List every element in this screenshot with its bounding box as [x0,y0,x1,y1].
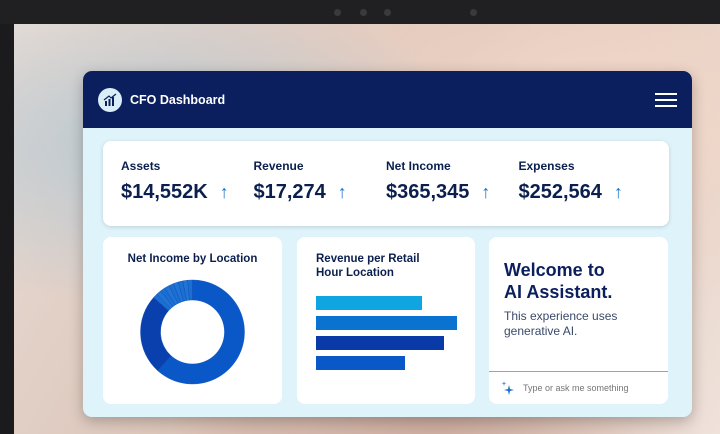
arrow-up-icon: ↑ [481,182,491,202]
kpi-expenses: Expenses $252,564 ↑ [519,159,652,226]
app-title: CFO Dashboard [130,92,226,107]
kpi-net-income: Net Income $365,345 ↑ [386,159,519,226]
assistant-title: Welcome to AI Assistant. [504,259,668,303]
donut-slice[interactable] [187,279,193,301]
kpi-label: Net Income [386,159,451,173]
kpi-value: $14,552K [121,181,208,203]
chat-bar [489,371,668,404]
kpi-value: $17,274 [253,181,326,203]
laptop-bezel [0,0,720,24]
title-line: Hour Location [316,267,394,279]
panel-title: Revenue per Retail Hour Location [316,252,475,280]
camera-lens [384,9,391,16]
donut-slice[interactable] [157,279,245,385]
title-line: Revenue per Retail [316,253,420,265]
chart-growth-icon [98,87,122,112]
arrow-up-icon: ↑ [219,182,229,202]
ai-assistant-panel: Welcome to AI Assistant. This experience … [489,237,668,404]
donut-chart [140,279,245,385]
camera-sensor [360,9,367,16]
title-line: Welcome to [504,260,605,280]
arrow-up-icon: ↑ [613,182,623,202]
title-line: AI Assistant. [504,282,613,302]
kpi-label: Expenses [518,159,575,173]
header: CFO Dashboard [83,71,692,128]
camera-sensor [470,9,477,16]
arrow-up-icon: ↑ [337,182,347,202]
net-income-panel[interactable]: Net Income by Location [103,237,282,404]
bar[interactable] [316,336,445,350]
bar[interactable] [316,296,422,310]
kpi-label: Revenue [253,159,304,173]
kpi-revenue: Revenue $17,274 ↑ [254,159,387,226]
kpi-assets: Assets $14,552K ↑ [121,159,254,226]
camera-sensor [334,9,341,16]
kpi-strip: Assets $14,552K ↑ Revenue $17,274 ↑ Net Inco… [103,141,669,226]
kpi-value: $252,564 [518,181,602,203]
kpi-label: Assets [121,159,161,173]
hamburger-menu-icon[interactable] [655,92,677,107]
bar[interactable] [316,356,405,370]
assistant-subtitle: This experience uses generative AI. [504,309,618,338]
revenue-panel[interactable]: Revenue per Retail Hour Location [297,237,475,404]
kpi-value: $365,345 [386,181,470,203]
bar[interactable] [316,316,457,330]
chat-input[interactable] [523,383,668,393]
dashboard-window: CFO Dashboard Assets $14,552K ↑ Revenue $17… [83,71,692,417]
sparkle-icon [501,381,514,395]
panel-title: Net Income by Location [127,253,258,265]
